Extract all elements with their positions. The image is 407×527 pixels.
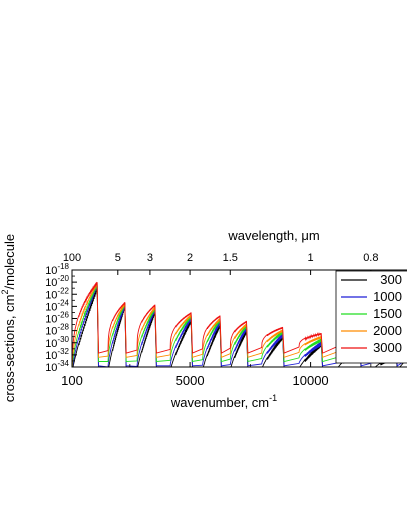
top-tick-label: 3 [147, 252, 153, 264]
x-tick-label: 5000 [176, 373, 205, 388]
top-axis-title: wavelength, μm [227, 228, 319, 243]
y-tick-label: 10-22 [45, 286, 69, 301]
x-axis: 100 5000 10000 [61, 362, 372, 388]
legend: 300 1000 1500 2000 3000 [335, 270, 407, 364]
legend-label-3000: 3000 [373, 340, 402, 355]
legend-label-300: 300 [380, 272, 402, 287]
y-axis: 10-1810-2010-2210-2410-2610-2810-3010-32… [45, 262, 77, 374]
x-tick-label: 100 [61, 373, 83, 388]
top-axis: 100 5 3 2 1.5 1 0.8 [63, 252, 378, 275]
legend-label-2000: 2000 [373, 323, 402, 338]
top-tick-label: 0.8 [363, 252, 378, 264]
x-axis-title: wavenumber, cm-1 [170, 393, 277, 410]
legend-label-1000: 1000 [373, 289, 402, 304]
x-axis-title-sup: -1 [269, 393, 277, 403]
y-tick-label: 10-34 [45, 359, 69, 374]
top-tick-label: 2 [187, 252, 193, 264]
y-tick-label: 10-18 [45, 262, 69, 277]
top-tick-label: 1.5 [223, 252, 238, 264]
y-tick-label: 10-26 [45, 311, 69, 326]
y-tick-label: 10-30 [45, 335, 69, 350]
top-tick-label: 5 [115, 252, 121, 264]
top-tick-label: 1 [308, 252, 314, 264]
y-tick-label: 10-28 [45, 323, 69, 338]
y-tick-label: 10-24 [45, 298, 69, 313]
top-tick-label: 100 [63, 252, 81, 264]
x-tick-label: 10000 [293, 373, 329, 388]
legend-label-1500: 1500 [373, 306, 402, 321]
y-axis-title-sup: 2 [0, 289, 10, 294]
top-axis-unit: μm [301, 228, 319, 243]
y-axis-title: cross-sections, cm2/molecule [0, 234, 17, 402]
y-tick-label: 10-20 [45, 274, 69, 289]
y-tick-label: 10-32 [45, 347, 69, 362]
